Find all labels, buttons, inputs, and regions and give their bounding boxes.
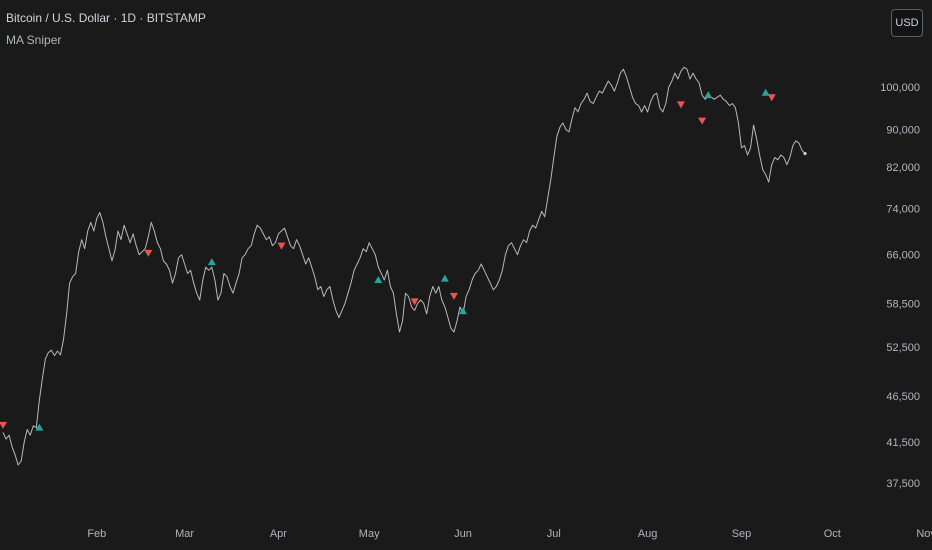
sell-signal-marker (767, 94, 776, 102)
y-tick-label: 37,500 (886, 478, 920, 490)
x-tick-label: Jul (547, 528, 561, 540)
sell-signal-marker (277, 242, 286, 250)
indicator-label[interactable]: MA Sniper (6, 33, 62, 47)
sell-signal-marker (144, 249, 153, 257)
sell-signal-marker (410, 298, 419, 306)
last-price-dot (803, 151, 807, 156)
x-tick-label: Jun (454, 528, 472, 540)
buy-signal-marker (35, 423, 44, 431)
buy-signal-marker (761, 88, 770, 96)
y-tick-label: 82,000 (886, 162, 920, 174)
x-tick-label: Sep (732, 528, 752, 540)
sell-signal-marker (0, 421, 7, 429)
x-tick-label: Apr (270, 528, 287, 540)
x-tick-label: Oct (824, 528, 841, 540)
y-tick-label: 100,000 (880, 82, 920, 94)
plot-area (0, 66, 807, 466)
price-line[interactable] (2, 66, 806, 466)
y-axis: 100,000 90,000 82,000 74,000 66,000 58,500 52,… (880, 82, 920, 490)
buy-signal-marker (374, 275, 383, 283)
chart-legend: Bitcoin / U.S. Dollar · 1D · BITSTAMP MA… (6, 10, 206, 48)
buy-signal-marker (440, 274, 449, 282)
sell-signal-marker (449, 292, 458, 300)
y-tick-label: 52,500 (886, 342, 920, 354)
x-tick-label: Nov (916, 528, 932, 540)
sell-signal-marker (676, 101, 685, 109)
x-tick-label: Mar (175, 528, 194, 540)
currency-button[interactable]: USD (891, 9, 923, 37)
x-axis: FebMarAprMayJunJulAugSepOctNovDec2025Feb… (87, 528, 932, 540)
sell-signal-marker (698, 117, 707, 125)
x-tick-label: Aug (638, 528, 658, 540)
symbol-title[interactable]: Bitcoin / U.S. Dollar · 1D · BITSTAMP (6, 11, 206, 25)
y-tick-label: 90,000 (886, 125, 920, 137)
y-tick-label: 41,500 (886, 437, 920, 449)
buy-signal-marker (207, 258, 216, 266)
buy-signal-marker (459, 307, 468, 315)
buy-signal-marker (704, 91, 713, 99)
y-tick-label: 58,500 (886, 298, 920, 310)
x-tick-label: May (359, 528, 380, 540)
y-tick-label: 46,500 (886, 391, 920, 403)
y-tick-label: 66,000 (886, 250, 920, 262)
y-tick-label: 74,000 (886, 204, 920, 216)
x-tick-label: Feb (87, 528, 106, 540)
